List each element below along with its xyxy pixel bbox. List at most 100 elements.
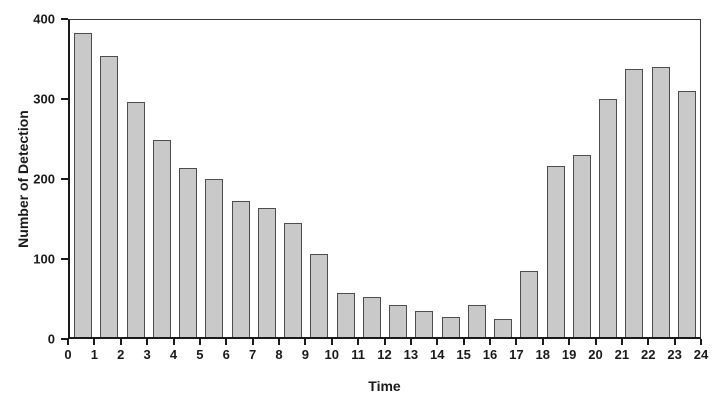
x-tick-label-4: 4	[169, 347, 178, 362]
bar-slot-hour-9	[306, 20, 332, 337]
y-tick-400	[61, 18, 68, 20]
x-tick-12	[383, 339, 386, 345]
bar-hour-18	[546, 165, 565, 337]
bar-hour-22	[651, 66, 670, 337]
bar-hour-2	[126, 102, 145, 337]
bar-slot-hour-0	[70, 20, 96, 337]
y-tick-label-300: 300	[33, 91, 55, 107]
y-tick-label-0: 0	[47, 331, 55, 347]
x-tick-label-23: 23	[667, 347, 682, 362]
bar-hour-3	[152, 139, 171, 337]
bar-slot-hour-22	[648, 20, 674, 337]
bar-hour-19	[572, 154, 591, 337]
x-tick-label-5: 5	[196, 347, 204, 362]
x-tick-4	[172, 339, 175, 345]
x-tick-22	[647, 339, 650, 345]
bar-hour-6	[231, 201, 250, 337]
x-tick-label-15: 15	[456, 347, 471, 362]
bar-slot-hour-6	[228, 20, 254, 337]
x-tick-label-22: 22	[641, 347, 656, 362]
x-tick-24	[700, 339, 702, 345]
bar-hour-9	[310, 253, 329, 337]
bar-hour-17	[520, 271, 539, 337]
y-axis-ticks	[61, 18, 68, 340]
x-tick-label-12: 12	[377, 347, 392, 362]
y-tick-100	[61, 258, 68, 260]
x-tick-8	[278, 339, 280, 345]
bar-slot-hour-14	[438, 20, 464, 337]
bar-slot-hour-4	[175, 20, 201, 337]
x-tick-label-20: 20	[588, 347, 603, 362]
x-axis-tick-labels: 0 1 2 3 4 5 6 7 8 9 10 11 12 13 14 15 16 17 18 19 20 21 22 23 24	[64, 347, 708, 364]
x-tick-label-7: 7	[249, 347, 257, 362]
x-tick-label-1: 1	[90, 347, 98, 362]
x-tick-label-10: 10	[324, 347, 339, 362]
x-tick-0	[67, 339, 69, 345]
y-axis-tick-labels: 0 100 200 300 400	[0, 13, 57, 346]
x-tick-label-16: 16	[482, 347, 498, 362]
x-tick-label-14: 14	[430, 347, 445, 362]
x-tick-label-11: 11	[351, 347, 365, 362]
bar-hour-4	[179, 168, 198, 337]
bar-slot-hour-11	[359, 20, 385, 337]
x-tick-5	[198, 339, 201, 345]
x-tick-6	[225, 339, 228, 345]
bar-hour-20	[599, 99, 618, 337]
bar-hour-23	[677, 91, 696, 337]
y-tick-300	[61, 98, 68, 100]
x-tick-label-3: 3	[143, 347, 151, 362]
bar-slot-hour-16	[490, 20, 516, 337]
x-tick-14	[436, 339, 439, 345]
x-tick-1	[93, 339, 96, 345]
x-tick-label-9: 9	[301, 347, 309, 362]
bar-hour-8	[284, 222, 303, 337]
bar-slot-hour-5	[201, 20, 227, 337]
x-tick-11	[357, 339, 360, 345]
x-tick-label-19: 19	[561, 347, 577, 362]
bar-slot-hour-12	[385, 20, 411, 337]
y-tick-200	[61, 178, 68, 180]
x-tick-9	[304, 339, 307, 345]
x-tick-label-17: 17	[509, 347, 524, 362]
x-tick-23	[673, 339, 676, 345]
bar-slot-hour-7	[254, 20, 280, 337]
bar-hour-15	[467, 305, 486, 337]
bar-hour-13	[415, 310, 434, 337]
bar-slot-hour-2	[123, 20, 149, 337]
bar-hour-12	[389, 305, 408, 337]
x-tick-label-13: 13	[403, 347, 419, 362]
bar-slot-hour-21	[621, 20, 647, 337]
x-tick-2	[119, 339, 122, 345]
bar-hour-5	[205, 178, 224, 337]
bars-container	[70, 20, 700, 337]
bar-slot-hour-10	[333, 20, 359, 337]
bar-slot-hour-15	[464, 20, 490, 337]
x-tick-label-8: 8	[275, 347, 283, 362]
x-tick-20	[594, 339, 597, 345]
x-tick-10	[330, 339, 333, 345]
x-tick-label-24: 24	[693, 347, 709, 362]
x-tick-label-18: 18	[535, 347, 550, 362]
x-tick-label-2: 2	[117, 347, 125, 362]
bar-slot-hour-13	[411, 20, 437, 337]
x-tick-17	[515, 339, 518, 345]
bar-slot-hour-18	[543, 20, 569, 337]
bar-slot-hour-3	[149, 20, 175, 337]
bar-hour-1	[100, 55, 119, 337]
x-tick-label-21: 21	[614, 347, 630, 362]
y-tick-0	[61, 338, 68, 340]
bar-hour-0	[74, 32, 93, 337]
bar-hour-10	[336, 292, 355, 337]
bar-slot-hour-17	[516, 20, 542, 337]
x-tick-label-6: 6	[222, 347, 230, 362]
bar-slot-hour-8	[280, 20, 306, 337]
x-tick-3	[146, 339, 149, 345]
x-tick-21	[620, 339, 623, 345]
bar-slot-hour-20	[595, 20, 621, 337]
x-tick-19	[568, 339, 571, 345]
x-axis-title: Time	[368, 378, 401, 394]
plot-area	[68, 19, 701, 339]
bar-slot-hour-19	[569, 20, 595, 337]
bar-slot-hour-23	[674, 20, 700, 337]
x-tick-15	[462, 339, 465, 345]
